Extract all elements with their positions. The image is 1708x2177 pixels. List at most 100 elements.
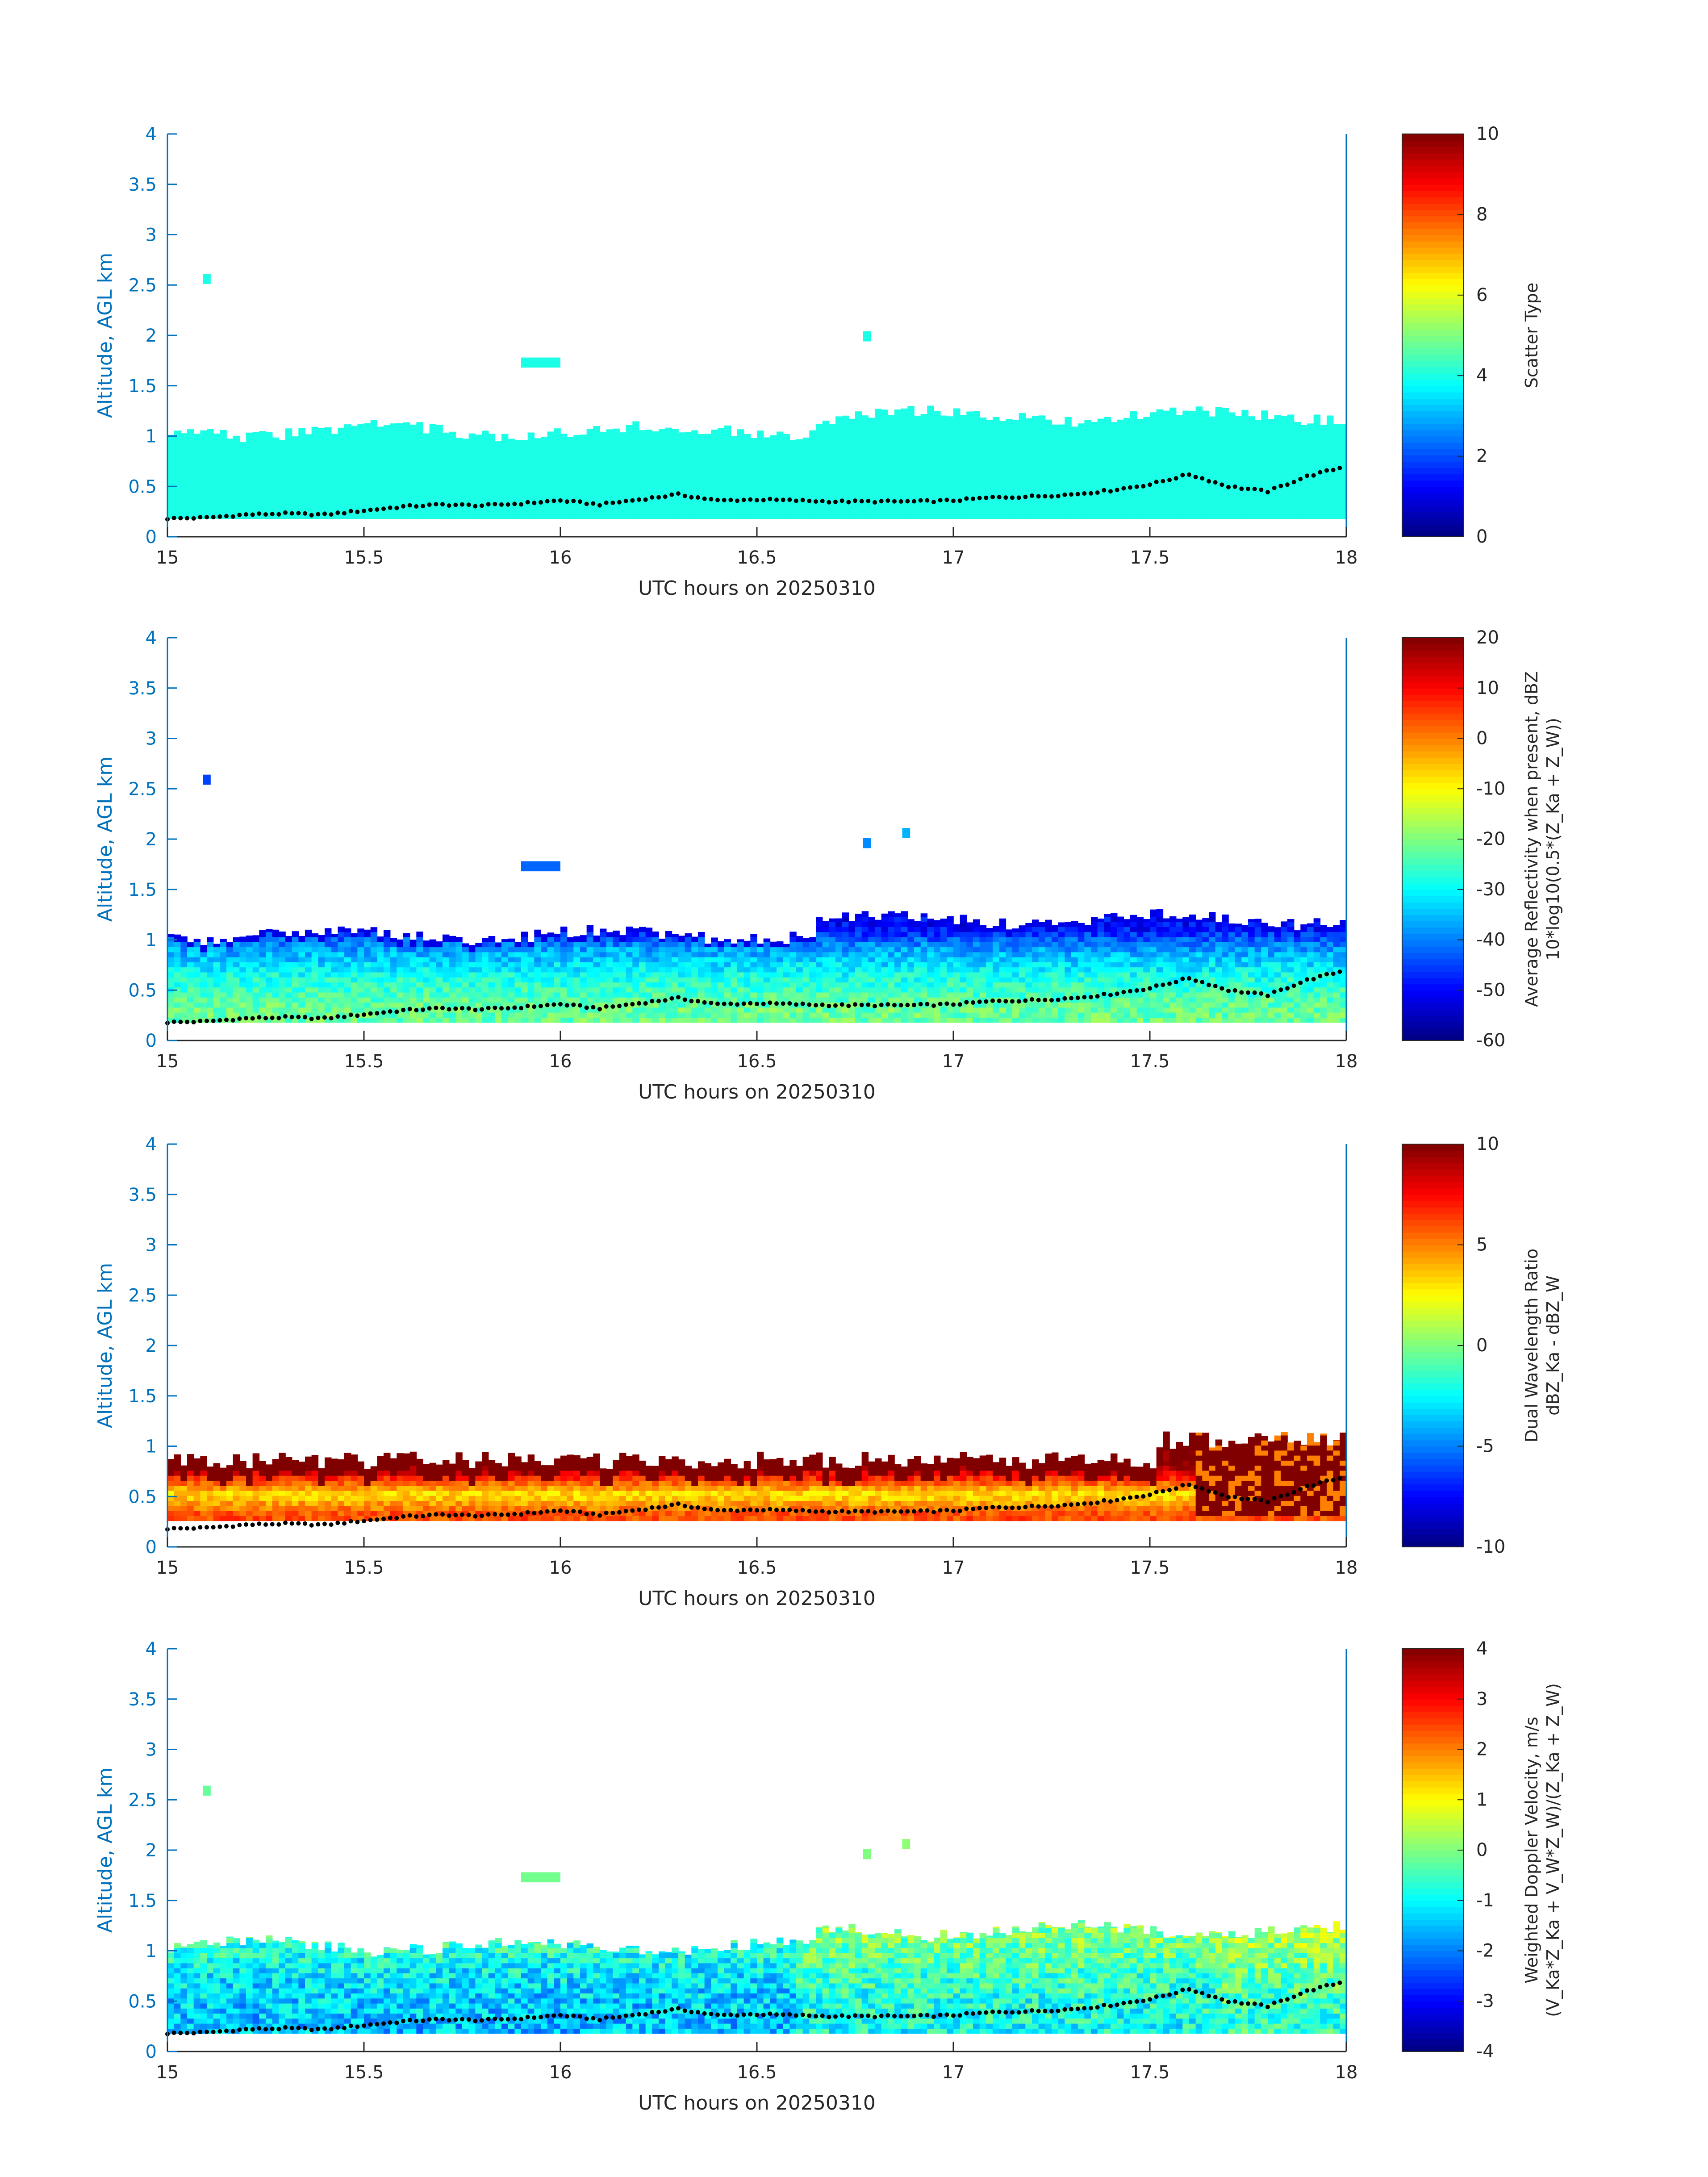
heatmap-cell	[1019, 514, 1026, 519]
heatmap-cell	[488, 493, 496, 499]
heatmap-cell	[174, 488, 181, 494]
heatmap-cell	[220, 987, 227, 993]
heatmap-cell	[1202, 418, 1209, 423]
heatmap-cell	[613, 1007, 620, 1013]
heatmap-cell	[449, 947, 456, 953]
heatmap-cell	[947, 463, 954, 469]
heatmap-cell	[1261, 443, 1268, 449]
heatmap-cell	[351, 438, 358, 444]
heatmap-cell	[220, 947, 227, 953]
heatmap-cell	[960, 443, 967, 449]
heatmap-cell	[495, 458, 502, 464]
overlay-dot	[375, 507, 380, 512]
heatmap-cell	[279, 952, 286, 957]
heatmap-cell	[1097, 428, 1105, 434]
heatmap-cell	[1156, 498, 1164, 504]
heatmap-cell	[953, 443, 960, 449]
heatmap-cell	[1235, 448, 1242, 454]
heatmap-cell	[364, 936, 371, 942]
heatmap-cell	[1071, 438, 1078, 444]
overlay-dot	[1278, 484, 1283, 489]
heatmap-cell	[1052, 503, 1059, 509]
heatmap-cell	[953, 413, 960, 418]
heatmap-cell	[888, 453, 895, 459]
heatmap-cell	[259, 930, 266, 932]
heatmap-cell	[842, 508, 849, 514]
heatmap-cell	[174, 443, 181, 449]
heatmap-cell	[1254, 508, 1262, 514]
heatmap-cell	[757, 468, 764, 474]
heatmap-cell	[423, 997, 430, 1003]
heatmap-cell	[888, 463, 895, 469]
heatmap-cell	[475, 1017, 482, 1023]
heatmap-cell	[881, 433, 889, 439]
heatmap-cell	[1071, 433, 1078, 439]
heatmap-cell	[488, 434, 496, 439]
heatmap-cell	[1313, 483, 1321, 489]
heatmap-cell	[377, 498, 384, 504]
heatmap-cell	[1025, 508, 1032, 514]
heatmap-cell	[403, 977, 410, 983]
heatmap-cell	[200, 438, 207, 444]
heatmap-cell	[1241, 473, 1249, 479]
heatmap-cell	[593, 962, 600, 968]
heatmap-cell	[901, 488, 908, 494]
heatmap-cell	[547, 982, 555, 988]
heatmap-cell	[907, 448, 915, 454]
heatmap-cell	[449, 957, 456, 962]
heatmap-cell	[743, 448, 751, 454]
heatmap-cell	[305, 443, 312, 449]
heatmap-cell	[1038, 463, 1046, 469]
heatmap-cell	[272, 982, 280, 988]
heatmap-cell	[338, 498, 345, 504]
heatmap-cell	[632, 433, 639, 439]
heatmap-cell	[449, 448, 456, 454]
heatmap-cell	[462, 967, 469, 973]
heatmap-cell	[1045, 419, 1052, 423]
heatmap-cell	[305, 957, 312, 962]
heatmap-cell	[1248, 448, 1255, 454]
heatmap-cell	[652, 433, 659, 439]
heatmap-cell	[220, 458, 227, 464]
heatmap-cell	[731, 436, 738, 439]
heatmap-cell	[455, 1017, 463, 1023]
heatmap-cell	[554, 468, 561, 474]
heatmap-cell	[1071, 458, 1078, 464]
heatmap-cell	[226, 468, 234, 474]
heatmap-cell	[1340, 473, 1347, 479]
heatmap-cell	[351, 1002, 358, 1008]
heatmap-cell	[495, 448, 502, 454]
heatmap-cell	[298, 936, 305, 942]
heatmap-cell	[1320, 428, 1327, 434]
heatmap-cell	[200, 443, 207, 449]
heatmap-cell	[652, 443, 659, 449]
colorbar-segment	[1402, 222, 1464, 229]
heatmap-cell	[613, 930, 620, 932]
heatmap-cell	[1025, 478, 1032, 484]
heatmap-cell	[1222, 493, 1229, 499]
heatmap-cell	[1097, 468, 1105, 474]
heatmap-cell	[1045, 468, 1052, 474]
heatmap-cell	[560, 483, 568, 489]
colorbar-segment	[1402, 373, 1464, 380]
heatmap-cell	[639, 503, 646, 509]
heatmap-cell	[619, 478, 626, 484]
heatmap-cell	[698, 458, 705, 464]
heatmap-cell	[606, 957, 614, 962]
heatmap-cell	[455, 972, 463, 978]
heatmap-cell	[606, 488, 614, 494]
overlay-dot	[1089, 491, 1093, 496]
heatmap-cell	[521, 508, 528, 514]
heatmap-cell	[397, 967, 404, 973]
heatmap-cell	[468, 947, 476, 953]
heatmap-cell	[731, 514, 738, 519]
heatmap-cell	[226, 443, 234, 449]
heatmap-cell	[580, 936, 587, 942]
heatmap-cell	[239, 493, 246, 499]
heatmap-cell	[1077, 458, 1085, 464]
heatmap-cell	[233, 972, 240, 978]
heatmap-cell	[979, 443, 987, 449]
heatmap-cell	[1222, 423, 1229, 429]
heatmap-cell	[246, 972, 253, 978]
heatmap-cell	[855, 443, 862, 449]
